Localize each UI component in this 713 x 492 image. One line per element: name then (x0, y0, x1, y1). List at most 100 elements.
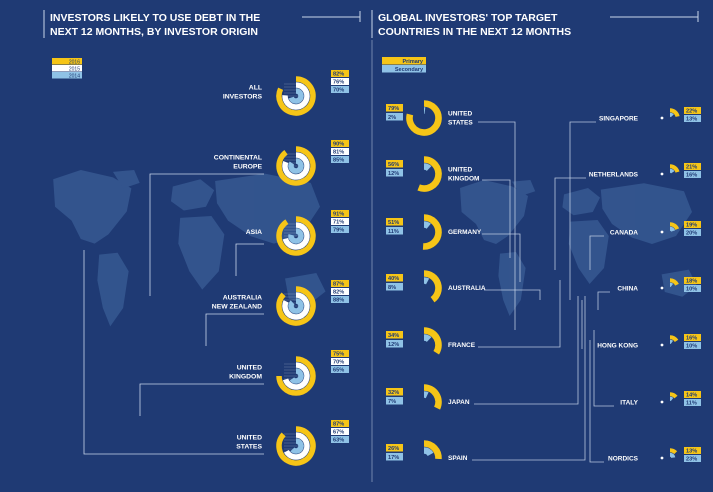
value-label: 76% (333, 80, 344, 86)
ring-secondary (424, 395, 427, 396)
value-label: 32% (388, 390, 399, 396)
value-label: 16% (686, 336, 697, 342)
value-label: 11% (388, 229, 399, 235)
right-title-line: GLOBAL INVESTORS' TOP TARGET (378, 12, 558, 24)
ring-secondary (670, 285, 672, 286)
ring-secondary (670, 455, 673, 458)
category-label: KINGDOM (448, 176, 479, 183)
value-label: 12% (388, 342, 399, 348)
category-label: NEW ZEALAND (212, 304, 262, 311)
anchor-dot (661, 173, 664, 176)
legend-label: 2015 (69, 67, 80, 73)
value-label: 67% (333, 430, 344, 436)
category-label: CANADA (610, 230, 638, 237)
category-label: SPAIN (448, 455, 468, 462)
value-label: 70% (333, 88, 344, 94)
anchor-dot (661, 117, 664, 120)
ring-secondary (424, 338, 429, 340)
value-label: 14% (686, 393, 697, 399)
connector-route (590, 340, 604, 462)
category-label: EUROPE (233, 164, 262, 171)
map-landmass (498, 252, 525, 316)
value-label: 22% (686, 109, 697, 115)
category-label: UNITED (237, 365, 262, 372)
value-label: 65% (333, 368, 344, 374)
connector-route (598, 292, 610, 310)
anchor-dot (661, 287, 664, 290)
category-label: CONTINENTAL (214, 155, 262, 162)
map-landmass (171, 179, 214, 210)
connector-route (474, 296, 578, 404)
map-landmass (569, 220, 609, 284)
category-label: GERMANY (448, 229, 482, 236)
category-label: STATES (448, 120, 473, 127)
anchor-dot (661, 401, 664, 404)
ring-secondary (670, 115, 672, 116)
ring-secondary (670, 342, 672, 343)
value-label: 10% (686, 287, 697, 293)
category-label: CHINA (617, 286, 638, 293)
connector-australia-new-zealand (206, 314, 264, 346)
value-label: 13% (686, 117, 697, 123)
ring-primary (424, 388, 438, 409)
value-label: 10% (686, 344, 697, 350)
value-label: 16% (686, 173, 697, 179)
value-label: 17% (388, 455, 399, 461)
value-label: 13% (686, 449, 697, 455)
category-label: INVESTORS (223, 94, 263, 101)
value-label: 7% (388, 399, 396, 405)
map-landmass (178, 216, 224, 290)
ring-secondary (670, 229, 673, 231)
left-title-line: NEXT 12 MONTHS, BY INVESTOR ORIGIN (50, 26, 258, 38)
value-label: 63% (333, 438, 344, 444)
value-label: 19% (686, 223, 697, 229)
category-label: ALL (249, 85, 262, 92)
value-label: 71% (333, 220, 344, 226)
value-label: 18% (686, 279, 697, 285)
ring-secondary (424, 167, 429, 169)
category-label: JAPAN (448, 399, 470, 406)
category-label: FRANCE (448, 342, 476, 349)
value-label: 26% (388, 446, 399, 452)
ring-primary (419, 160, 439, 189)
category-label: AUSTRALIA (448, 285, 486, 292)
legend-label: Secondary (395, 67, 424, 73)
legend-label: 2014 (69, 74, 80, 80)
value-label: 11% (686, 401, 697, 407)
value-label: 81% (333, 150, 344, 156)
right-title-line: COUNTRIES IN THE NEXT 12 MONTHS (378, 26, 571, 38)
value-label: 90% (333, 142, 344, 148)
ring-primary (424, 331, 438, 353)
right-world-map (460, 180, 697, 316)
legend-label: 2016 (69, 60, 80, 66)
category-label: UNITED (448, 111, 473, 118)
value-label: 82% (333, 72, 344, 78)
category-label: NETHERLANDS (589, 172, 639, 179)
category-label: ASIA (246, 229, 262, 236)
connector-united-kingdom (140, 384, 264, 416)
connector-asia (236, 244, 264, 276)
map-landmass (562, 188, 600, 215)
category-label: ITALY (620, 400, 638, 407)
category-label: AUSTRALIA (223, 295, 262, 302)
ring-primary (670, 450, 676, 452)
value-label: 88% (333, 298, 344, 304)
category-label: KINGDOM (229, 374, 262, 381)
legend-label: Primary (403, 59, 424, 65)
value-label: 79% (333, 228, 344, 234)
category-label: NORDICS (608, 456, 639, 463)
value-label: 2% (388, 115, 396, 121)
category-label: SINGAPORE (599, 116, 639, 123)
value-label: 87% (333, 282, 344, 288)
value-label: 51% (388, 220, 399, 226)
category-label: STATES (236, 444, 262, 451)
value-label: 34% (388, 333, 399, 339)
anchor-dot (661, 344, 664, 347)
value-label: 91% (333, 212, 344, 218)
ring-primary (670, 394, 676, 397)
value-label: 70% (333, 360, 344, 366)
value-label: 56% (388, 162, 399, 168)
anchor-dot (661, 457, 664, 460)
